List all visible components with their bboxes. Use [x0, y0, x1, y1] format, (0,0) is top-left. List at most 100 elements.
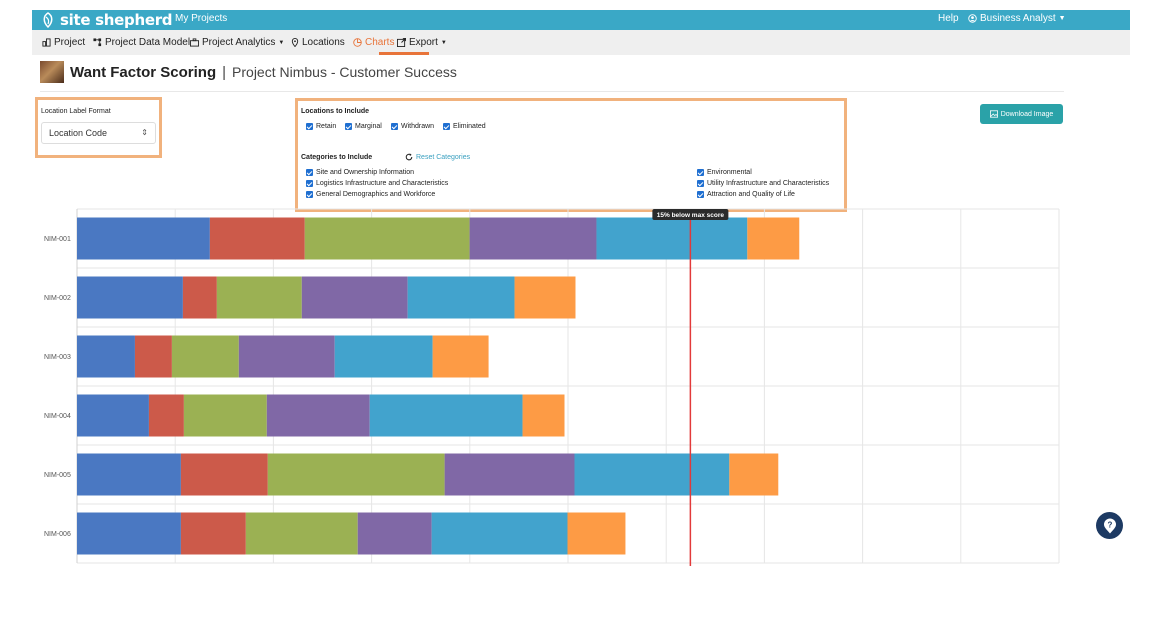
- checkbox-checked-icon: [391, 123, 398, 130]
- nav-analytics-label: Project Analytics: [202, 37, 276, 48]
- checkbox-logistics[interactable]: Logistics Infrastructure and Characteris…: [306, 180, 448, 187]
- checkbox-checked-icon: [306, 180, 313, 187]
- nav-analytics[interactable]: Project Analytics ▼: [190, 37, 284, 48]
- user-name: Business Analyst: [980, 13, 1056, 24]
- checkbox-label: Eliminated: [453, 123, 486, 130]
- user-circle-icon: [968, 14, 977, 23]
- nav-project-label: Project: [54, 37, 86, 48]
- bar-segment: [77, 512, 181, 555]
- checkbox-retain[interactable]: Retain: [306, 123, 336, 130]
- caret-down-icon: ▼: [440, 39, 447, 46]
- checkbox-demographics[interactable]: General Demographics and Workforce: [306, 191, 435, 198]
- page-subtitle: Project Nimbus - Customer Success: [232, 64, 457, 80]
- page-title: Want Factor Scoring: [70, 63, 217, 81]
- nav-charts[interactable]: Charts: [353, 37, 394, 48]
- download-image-button[interactable]: Download Image: [980, 104, 1063, 124]
- bar-segment: [522, 394, 565, 437]
- nav-export-label: Export: [409, 37, 438, 48]
- checkbox-withdrawn[interactable]: Withdrawn: [391, 123, 434, 130]
- bar-segment: [514, 276, 576, 319]
- checkbox-checked-icon: [306, 191, 313, 198]
- image-icon: [989, 110, 998, 118]
- title-separator: |: [222, 63, 227, 81]
- checkbox-marginal[interactable]: Marginal: [345, 123, 382, 130]
- bar-segment: [77, 217, 210, 260]
- checkbox-attraction[interactable]: Attraction and Quality of Life: [697, 191, 795, 198]
- refresh-icon: [405, 153, 413, 161]
- checkbox-label: Utility Infrastructure and Characteristi…: [707, 180, 830, 187]
- nav-project[interactable]: Project: [42, 37, 85, 48]
- locations-heading: Locations to Include: [301, 108, 370, 115]
- pie-chart-icon: [353, 38, 362, 47]
- checkbox-checked-icon: [345, 123, 352, 130]
- y-tick-label: NIM-004: [44, 413, 71, 420]
- y-tick-label: NIM-002: [44, 295, 71, 302]
- bar-segment: [574, 453, 730, 496]
- nav-data-model[interactable]: Project Data Model: [93, 37, 190, 48]
- bar-segment: [182, 276, 217, 319]
- bar-segment: [148, 394, 184, 437]
- bar-segment: [334, 335, 433, 378]
- bar-segment: [134, 335, 172, 378]
- checkbox-checked-icon: [306, 169, 313, 176]
- page-header: Want Factor Scoring | Project Nimbus - C…: [40, 60, 457, 84]
- checkbox-site-ownership[interactable]: Site and Ownership Information: [306, 169, 414, 176]
- nav-export[interactable]: Export ▼: [397, 37, 447, 48]
- checkbox-checked-icon: [443, 123, 450, 130]
- label-format-label: Location Label Format: [41, 108, 111, 115]
- checkbox-checked-icon: [697, 169, 704, 176]
- label-format-value: Location Code: [49, 128, 108, 138]
- bar-segment: [245, 512, 358, 555]
- project-subnav: Project Project Data Model Project Analy…: [32, 30, 1130, 55]
- help-link[interactable]: Help: [938, 13, 959, 24]
- categories-heading: Categories to Include: [301, 154, 373, 161]
- bar-segment: [77, 453, 181, 496]
- bar-segment: [180, 453, 268, 496]
- checkbox-eliminated[interactable]: Eliminated: [443, 123, 486, 130]
- checkbox-label: General Demographics and Workforce: [316, 191, 436, 198]
- help-fab-button[interactable]: ?: [1096, 512, 1123, 539]
- y-tick-label: NIM-001: [44, 236, 71, 243]
- project-thumbnail: [40, 61, 64, 83]
- checkbox-checked-icon: [697, 180, 704, 187]
- brand-name: site shepherd: [60, 11, 173, 29]
- bar-segment: [209, 217, 305, 260]
- external-link-icon: [397, 38, 406, 47]
- checkbox-checked-icon: [697, 191, 704, 198]
- bar-segment: [180, 512, 246, 555]
- checkbox-label: Retain: [316, 123, 337, 130]
- caret-down-icon: ▼: [278, 39, 285, 46]
- user-menu[interactable]: Business Analyst ▼: [968, 13, 1066, 24]
- bar-segment: [171, 335, 239, 378]
- checkbox-utility[interactable]: Utility Infrastructure and Characteristi…: [697, 180, 829, 187]
- bar-segment: [444, 453, 575, 496]
- reset-categories-link[interactable]: Reset Categories: [405, 153, 470, 161]
- reset-categories-label: Reset Categories: [416, 153, 471, 161]
- nav-data-model-label: Project Data Model: [105, 37, 191, 48]
- label-format-select[interactable]: Location Code ⇕: [41, 122, 156, 144]
- y-tick-label: NIM-005: [44, 472, 71, 479]
- bar-segment: [216, 276, 302, 319]
- caret-down-icon: ▼: [1058, 15, 1066, 22]
- nav-locations[interactable]: Locations: [291, 37, 345, 48]
- filters-highlight: [295, 98, 847, 212]
- select-arrows-icon: ⇕: [141, 128, 148, 137]
- my-projects-link[interactable]: My Projects: [175, 13, 228, 24]
- bar-segment: [77, 335, 135, 378]
- brand-logo[interactable]: site shepherd: [40, 10, 173, 30]
- bar-segment: [267, 453, 445, 496]
- map-pin-icon: [291, 38, 299, 47]
- bar-segment: [432, 335, 489, 378]
- reference-line-tag: [652, 209, 729, 220]
- checkbox-label: Withdrawn: [401, 123, 435, 130]
- checkbox-label: Attraction and Quality of Life: [707, 191, 795, 198]
- sitemap-icon: [93, 38, 102, 47]
- svg-text:?: ?: [1107, 520, 1112, 529]
- y-tick-label: NIM-006: [44, 531, 71, 538]
- bar-segment: [469, 217, 597, 260]
- bar-segment: [238, 335, 335, 378]
- checkbox-environmental[interactable]: Environmental: [697, 169, 752, 176]
- checkbox-checked-icon: [306, 123, 313, 130]
- nav-locations-label: Locations: [302, 37, 345, 48]
- question-pin-icon: ?: [1103, 518, 1116, 533]
